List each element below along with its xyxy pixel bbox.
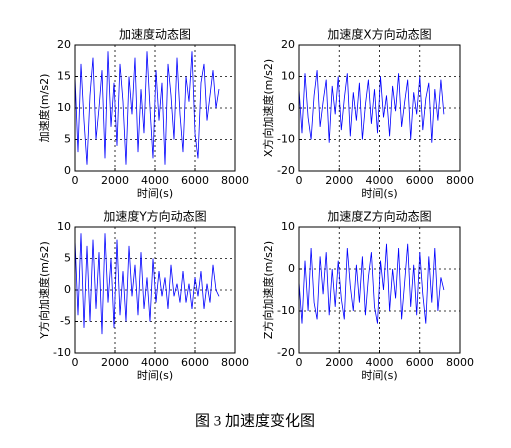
x-tick-label: 2000	[101, 174, 129, 187]
y-tick-label: 0	[64, 164, 71, 177]
axes-frame	[74, 226, 236, 354]
data-line	[298, 70, 445, 143]
x-tick-label: 6000	[406, 174, 434, 187]
x-tick-label: 2000	[325, 356, 353, 369]
y-tick-label: 5	[64, 133, 71, 146]
x-tick-label: 4000	[366, 356, 394, 369]
y-tick-label: 10	[281, 70, 295, 83]
x-tick-label: 4000	[141, 174, 169, 187]
x-tick-label: 8000	[221, 174, 249, 187]
x-tick-label: 8000	[446, 174, 474, 187]
data-line	[74, 233, 220, 335]
y-tick-label: -20	[277, 346, 295, 359]
y-tick-label: 10	[57, 101, 71, 114]
y-axis-label: X方向加速度(m/s2)	[261, 59, 275, 157]
y-tick-label: 0	[288, 262, 295, 275]
x-tick-label: 4000	[366, 174, 394, 187]
x-tick-label: 0	[72, 356, 79, 369]
data-line	[74, 51, 220, 165]
data-line	[298, 243, 445, 324]
axes-frame	[74, 44, 236, 172]
y-tick-label: -10	[53, 346, 71, 359]
y-tick-label: 5	[64, 252, 71, 265]
x-tick-label: 4000	[141, 356, 169, 369]
x-tick-label: 0	[296, 174, 303, 187]
x-axis-label: 时间(s)	[361, 187, 397, 200]
y-axis-label: Z方向加速度(m/s2)	[261, 241, 275, 339]
x-tick-label: 2000	[101, 356, 129, 369]
x-tick-label: 6000	[181, 356, 209, 369]
axes-frame	[298, 226, 461, 354]
x-tick-label: 0	[72, 174, 79, 187]
x-axis-label: 时间(s)	[137, 369, 173, 382]
y-tick-label: 0	[64, 283, 71, 296]
y-tick-label: -20	[277, 164, 295, 177]
y-tick-label: -10	[277, 304, 295, 317]
y-axis-label: Y方向加速度(m/s2)	[37, 241, 51, 339]
x-tick-label: 8000	[221, 356, 249, 369]
chart-title: 加速度Y方向动态图	[103, 209, 206, 224]
y-tick-label: 0	[288, 101, 295, 114]
x-tick-label: 2000	[325, 174, 353, 187]
y-tick-label: 20	[281, 38, 295, 51]
y-tick-label: -10	[277, 133, 295, 146]
y-tick-label: 10	[281, 220, 295, 233]
x-tick-label: 8000	[446, 356, 474, 369]
caption: 图 3 加速度变化图	[195, 412, 315, 429]
chart-title: 加速度动态图	[119, 27, 191, 42]
y-tick-label: -5	[60, 315, 71, 328]
chart-title: 加速度X方向动态图	[327, 27, 431, 42]
x-axis-label: 时间(s)	[137, 187, 173, 200]
y-tick-label: 20	[57, 38, 71, 51]
y-tick-label: 10	[57, 220, 71, 233]
x-tick-label: 6000	[406, 356, 434, 369]
y-tick-label: 15	[57, 70, 71, 83]
axes-frame	[298, 44, 461, 172]
x-tick-label: 6000	[181, 174, 209, 187]
chart-title: 加速度Z方向动态图	[327, 209, 431, 224]
x-tick-label: 0	[296, 356, 303, 369]
y-axis-label: 加速度(m/s2)	[37, 74, 51, 143]
x-axis-label: 时间(s)	[361, 369, 397, 382]
